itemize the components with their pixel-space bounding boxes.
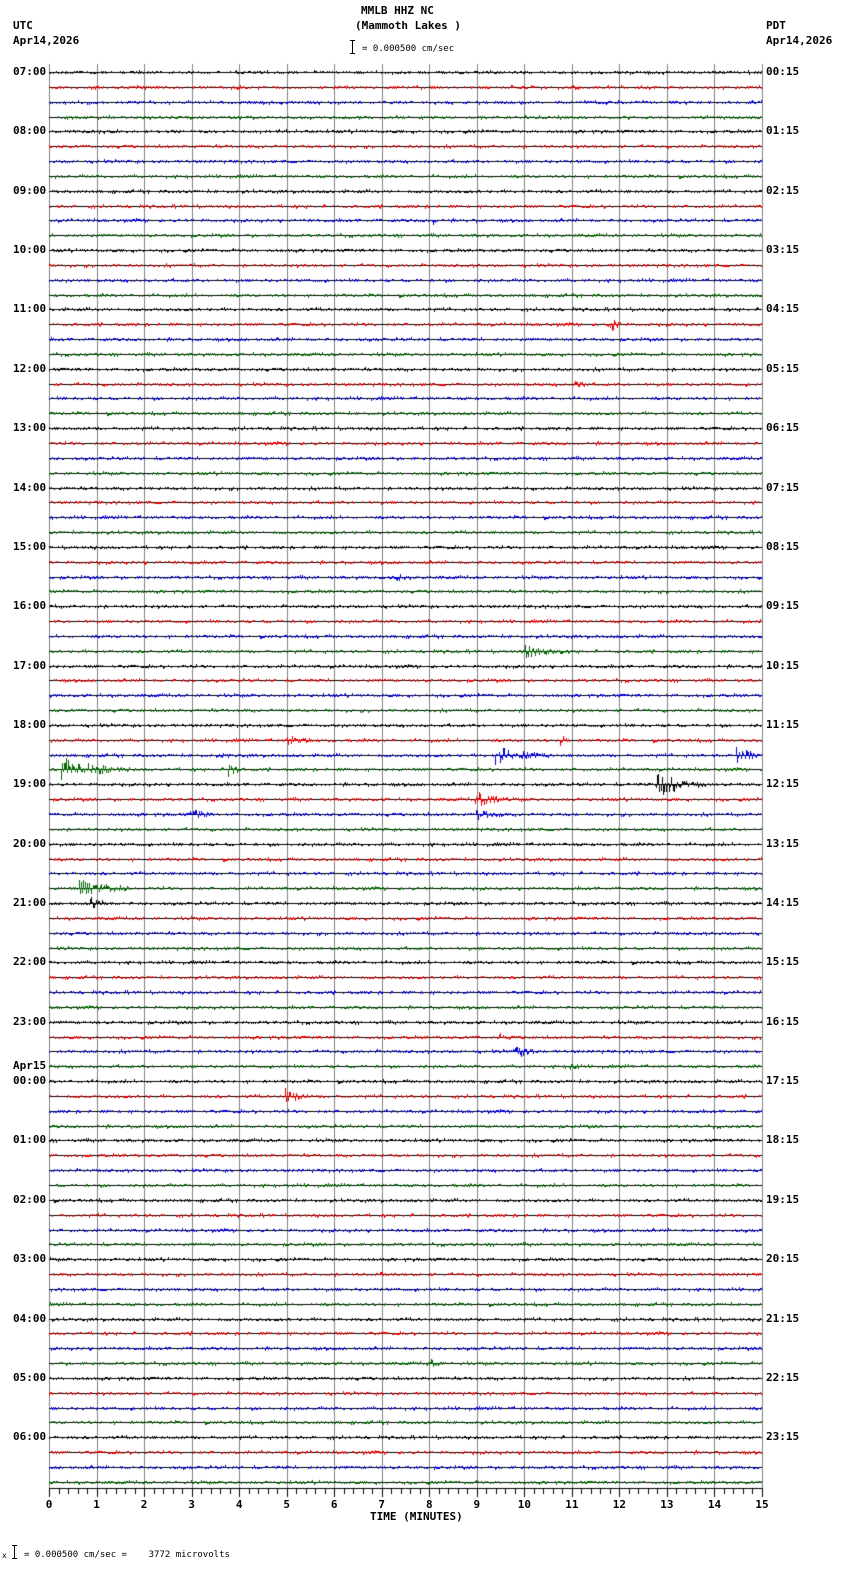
utc-hour-label: 05:00	[13, 1370, 47, 1384]
utc-hour-label: 12:00	[13, 361, 47, 375]
pdt-hour-label: 19:15	[766, 1192, 800, 1206]
x-tick-label: 6	[330, 1498, 338, 1511]
pdt-hour-label: 03:15	[766, 243, 800, 257]
utc-hour-label: 01:00	[13, 1133, 47, 1147]
pdt-hour-label: 11:15	[766, 717, 800, 731]
utc-hour-label: 09:00	[13, 183, 47, 197]
pdt-hour-label: 02:15	[766, 183, 800, 197]
utc-hour-label: 16:00	[13, 599, 47, 613]
utc-hour-label: 18:00	[13, 717, 47, 731]
pdt-hour-label: 16:15	[766, 1014, 800, 1028]
x-tick-label: 9	[473, 1498, 481, 1511]
x-axis-label: TIME (MINUTES)	[370, 1510, 463, 1523]
utc-hour-label: 14:00	[13, 480, 47, 494]
pdt-hour-label: 06:15	[766, 421, 800, 435]
utc-hour-label: 00:00	[13, 1074, 47, 1088]
utc-hour-label: 20:00	[13, 836, 47, 850]
pdt-hour-label: 10:15	[766, 658, 800, 672]
utc-hour-label: 02:00	[13, 1192, 47, 1206]
x-tick-label: 10	[517, 1498, 531, 1511]
pdt-hour-label: 09:15	[766, 599, 800, 613]
pdt-hour-label: 12:15	[766, 777, 800, 791]
x-tick-label: 3	[188, 1498, 195, 1511]
x-tick-label: 1	[93, 1498, 100, 1511]
date-change-label: Apr15	[13, 1059, 47, 1073]
x-tick-label: 7	[378, 1498, 386, 1511]
pdt-hour-label: 15:15	[766, 955, 800, 969]
pdt-hour-label: 04:15	[766, 302, 800, 316]
x-tick-label: 5	[283, 1498, 290, 1511]
footer-scale-bar-icon	[12, 1545, 17, 1559]
utc-hour-label: 19:00	[13, 777, 47, 791]
utc-hour-label: 04:00	[13, 1311, 47, 1325]
utc-hour-label: 17:00	[13, 658, 47, 672]
utc-hour-label: 23:00	[13, 1014, 47, 1028]
utc-hour-label: 22:00	[13, 955, 47, 969]
utc-hour-label: 21:00	[13, 896, 47, 910]
pdt-hour-label: 14:15	[766, 896, 800, 910]
pdt-hour-label: 21:15	[766, 1311, 800, 1325]
footer-scale-note: = 0.000500 cm/sec = 3772 microvolts	[24, 1550, 230, 1560]
x-tick-label: 12	[612, 1498, 627, 1511]
utc-hour-label: 06:00	[13, 1430, 47, 1444]
utc-hour-label: 13:00	[13, 421, 47, 435]
x-tick-label: 13	[660, 1498, 674, 1511]
pdt-hour-label: 18:15	[766, 1133, 800, 1147]
utc-hour-label: 15:00	[13, 539, 47, 553]
utc-hour-label: 10:00	[13, 243, 47, 257]
pdt-hour-label: 22:15	[766, 1370, 800, 1384]
footer-mark: x	[2, 1551, 7, 1560]
x-tick-label: 0	[45, 1498, 53, 1511]
pdt-hour-label: 08:15	[766, 539, 800, 553]
pdt-hour-label: 05:15	[766, 361, 800, 375]
pdt-hour-label: 01:15	[766, 124, 800, 138]
pdt-hour-label: 13:15	[766, 836, 800, 850]
pdt-hour-label: 07:15	[766, 480, 800, 494]
x-tick-label: 14	[707, 1498, 722, 1511]
pdt-hour-label: 00:15	[766, 65, 800, 78]
utc-hour-label: 07:00	[13, 65, 47, 78]
utc-hour-label: 11:00	[13, 302, 47, 316]
x-tick-label: 4	[235, 1498, 243, 1511]
x-tick-label: 11	[565, 1498, 579, 1511]
utc-hour-label: 08:00	[13, 124, 47, 138]
x-tick-label: 2	[140, 1498, 148, 1511]
pdt-hour-label: 17:15	[766, 1074, 800, 1088]
pdt-hour-label: 23:15	[766, 1430, 800, 1444]
x-tick-label: 15	[755, 1498, 769, 1511]
x-tick-label: 8	[425, 1498, 433, 1511]
utc-hour-label: 03:00	[13, 1252, 47, 1266]
pdt-hour-label: 20:15	[766, 1252, 800, 1266]
